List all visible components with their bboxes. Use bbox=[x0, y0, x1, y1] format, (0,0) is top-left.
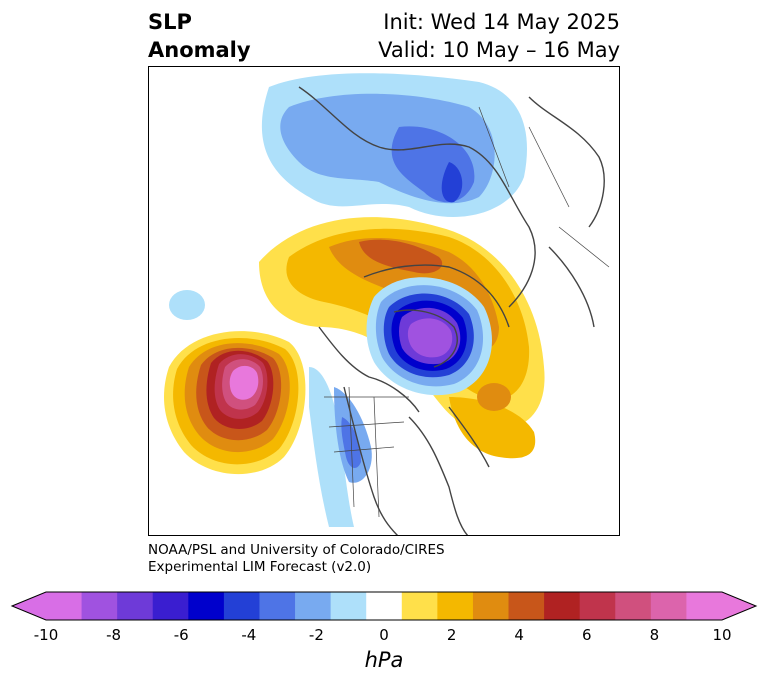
credit-line-model: Experimental LIM Forecast (v2.0) bbox=[148, 559, 372, 575]
positive-anomaly-atlantic-core bbox=[477, 383, 511, 411]
colorbar-bin bbox=[686, 592, 723, 620]
colorbar-bin bbox=[544, 592, 581, 620]
colorbar-tick-label: -8 bbox=[106, 626, 122, 644]
colorbar-bin bbox=[579, 592, 616, 620]
credit-line-org: NOAA/PSL and University of Colorado/CIRE… bbox=[148, 542, 445, 558]
colorbar-ticks: -10 -8 -6 -4 -2 0 2 4 6 8 10 bbox=[0, 626, 768, 648]
colorbar-tick-label: -6 bbox=[173, 626, 189, 644]
colorbar-tick-label: -10 bbox=[33, 626, 59, 644]
colorbar-tick-label: 4 bbox=[514, 626, 524, 644]
colorbar-bin bbox=[330, 592, 367, 620]
map-canvas bbox=[164, 73, 610, 535]
title-line-anomaly: Anomaly bbox=[148, 38, 251, 62]
coastlines bbox=[298, 86, 605, 535]
positive-anomaly-atlantic bbox=[449, 397, 536, 459]
colorbar-bin bbox=[615, 592, 652, 620]
colorbar-tick-label: 2 bbox=[446, 626, 457, 644]
title-line-slp: SLP bbox=[148, 10, 192, 34]
colorbar-tick-label: -4 bbox=[241, 626, 257, 644]
colorbar-under-arrow bbox=[12, 592, 46, 620]
colorbar-bin bbox=[46, 592, 83, 620]
colorbar-bin bbox=[152, 592, 189, 620]
colorbar-bin bbox=[401, 592, 438, 620]
colorbar-bin bbox=[295, 592, 332, 620]
colorbar-tick-label: -2 bbox=[308, 626, 324, 644]
colorbar-bin bbox=[81, 592, 118, 620]
map-title: SLP Anomaly bbox=[148, 8, 251, 64]
credit-text: NOAA/PSL and University of Colorado/CIRE… bbox=[148, 542, 445, 576]
colorbar-outline bbox=[10, 591, 758, 621]
colorbar-bin bbox=[650, 592, 687, 620]
colorbar-bin bbox=[437, 592, 474, 620]
colorbar-over-arrow bbox=[722, 592, 756, 620]
colorbar-bin bbox=[223, 592, 260, 620]
colorbar-tick-label: 8 bbox=[649, 626, 660, 644]
colorbar-tick-label: 6 bbox=[582, 626, 592, 644]
colorbar-bin bbox=[117, 592, 154, 620]
colorbar bbox=[10, 591, 758, 621]
colorbar-bin bbox=[366, 592, 403, 620]
slp-anomaly-map bbox=[148, 66, 620, 536]
colorbar-tick-label: 0 bbox=[379, 626, 389, 644]
colorbar-unit: hPa bbox=[364, 648, 404, 672]
colorbar-bin bbox=[508, 592, 545, 620]
arctic-low-core bbox=[407, 318, 453, 358]
colorbar-bin bbox=[472, 592, 510, 620]
neg-anomaly-pacific-west bbox=[169, 290, 205, 320]
pacific-high-core bbox=[229, 365, 259, 400]
colorbar-bin bbox=[259, 592, 296, 620]
neg-anomaly-us-west bbox=[309, 367, 354, 527]
colorbar-bin bbox=[188, 592, 225, 620]
negative-anomaly-core-north bbox=[441, 162, 463, 203]
valid-range: Valid: 10 May – 16 May bbox=[378, 38, 620, 62]
colorbar-tick-label: 10 bbox=[712, 626, 732, 644]
borders bbox=[324, 106, 610, 518]
forecast-dates: Init: Wed 14 May 2025 Valid: 10 May – 16… bbox=[378, 8, 620, 64]
init-date: Init: Wed 14 May 2025 bbox=[383, 10, 620, 34]
